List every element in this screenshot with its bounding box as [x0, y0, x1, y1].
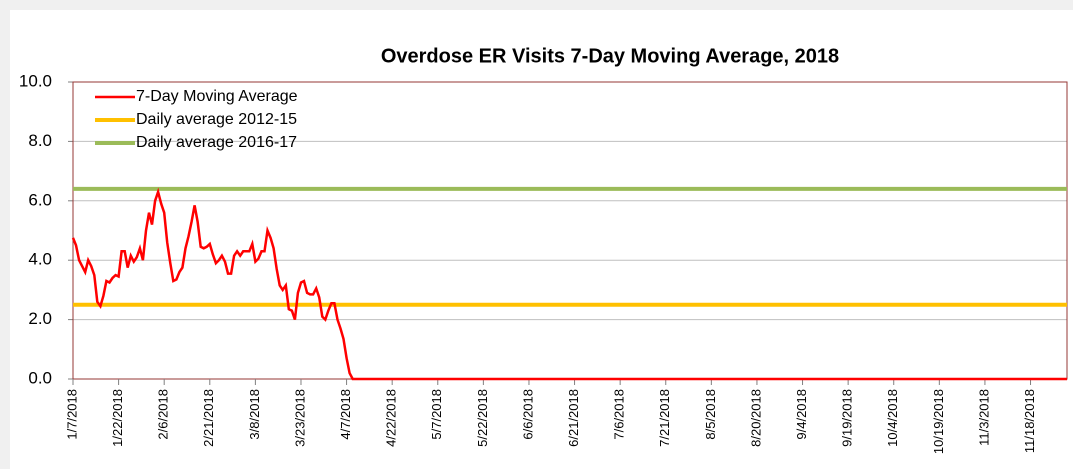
y-tick-label: 6.0 [28, 190, 52, 209]
x-tick-label: 6/6/2018 [520, 389, 535, 440]
x-tick-label: 8/5/2018 [703, 389, 718, 440]
x-tick-label: 8/20/2018 [748, 389, 763, 447]
x-tick-label: 6/21/2018 [566, 389, 581, 447]
legend-label: Daily average 2016-17 [136, 134, 297, 151]
x-tick-label: 9/4/2018 [794, 389, 809, 440]
x-tick-label: 10/19/2018 [931, 389, 946, 454]
x-tick-label: 1/22/2018 [110, 389, 125, 447]
x-tick-label: 4/22/2018 [384, 389, 399, 447]
x-tick-label: 10/4/2018 [885, 389, 900, 447]
legend-label: 7-Day Moving Average [136, 88, 298, 105]
chart-title: Overdose ER Visits 7-Day Moving Average,… [381, 45, 839, 67]
x-tick-label: 3/8/2018 [247, 389, 262, 440]
legend-label: Daily average 2012-15 [136, 111, 297, 128]
x-tick-label: 1/7/2018 [64, 389, 79, 440]
x-tick-label: 2/21/2018 [201, 389, 216, 447]
y-tick-label: 2.0 [28, 309, 52, 328]
x-tick-label: 11/18/2018 [1022, 389, 1037, 453]
x-tick-label: 2/6/2018 [156, 389, 171, 440]
x-tick-label: 5/7/2018 [429, 389, 444, 440]
x-tick-label: 4/7/2018 [338, 389, 353, 440]
series-line [71, 187, 1067, 381]
x-tick-label: 5/22/2018 [475, 389, 490, 447]
x-tick-label: 7/21/2018 [657, 389, 672, 447]
x-tick-label: 3/23/2018 [292, 389, 307, 447]
y-tick-label: 10.0 [19, 71, 52, 90]
x-tick-label: 11/3/2018 [976, 389, 991, 446]
x-tick-label: 9/19/2018 [840, 389, 855, 447]
y-tick-label: 8.0 [28, 131, 52, 150]
x-tick-label: 7/6/2018 [612, 389, 627, 440]
y-tick-label: 4.0 [28, 250, 52, 269]
y-tick-label: 0.0 [28, 368, 52, 387]
